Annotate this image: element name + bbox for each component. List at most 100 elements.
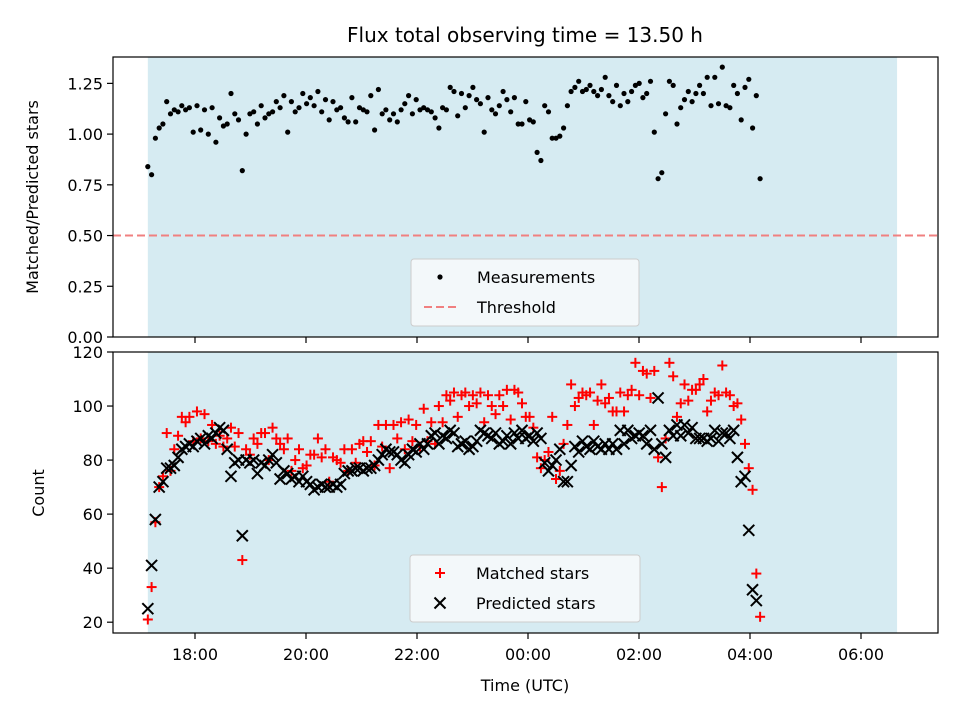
measurement-point xyxy=(583,86,589,93)
y-tick-label: 1.25 xyxy=(67,74,103,93)
predicted-point xyxy=(538,456,551,469)
matched-point xyxy=(634,390,645,401)
predicted-point xyxy=(606,437,619,451)
matched-point xyxy=(562,419,573,430)
predicted-point xyxy=(466,440,480,453)
matched-point xyxy=(407,436,418,447)
matched-point xyxy=(464,401,475,412)
measurement-point xyxy=(338,105,344,111)
legend-bottom: Matched stars Predicted stars xyxy=(409,554,641,623)
measurement-point xyxy=(224,121,230,127)
predicted-point xyxy=(372,453,385,467)
predicted-point xyxy=(168,459,181,472)
measurement-point xyxy=(364,109,370,115)
measurement-point xyxy=(356,105,363,111)
measurement-point xyxy=(704,74,710,80)
measurement-point xyxy=(651,129,657,135)
matched-point xyxy=(411,419,422,430)
matched-point xyxy=(596,379,607,390)
measurement-point xyxy=(678,105,684,111)
matched-point xyxy=(471,398,482,409)
predicted-point xyxy=(236,529,249,542)
measurement-point xyxy=(285,129,291,135)
predicted-point xyxy=(209,426,223,440)
y-tick-label: 60 xyxy=(83,505,103,524)
measurement-point xyxy=(511,95,517,101)
predicted-point xyxy=(663,424,676,437)
predicted-point xyxy=(409,445,423,459)
predicted-point xyxy=(738,470,752,483)
matched-point xyxy=(490,409,501,420)
measurement-point xyxy=(421,105,427,111)
measurement-point xyxy=(561,125,567,131)
measurement-point xyxy=(353,119,359,125)
legend-label-measurements: Measurements xyxy=(477,268,595,287)
matched-point xyxy=(346,444,357,455)
measurement-point xyxy=(587,82,593,88)
matched-point xyxy=(290,455,301,466)
matched-point xyxy=(237,555,248,566)
x-tick-label: 04:00 xyxy=(727,645,773,664)
predicted-point xyxy=(152,480,166,494)
measurement-point xyxy=(564,103,571,109)
measurement-point xyxy=(591,88,597,95)
matched-point xyxy=(146,582,157,593)
predicted-point xyxy=(421,437,434,451)
measurement-point xyxy=(719,64,725,70)
matched-point xyxy=(233,428,244,439)
measurement-point xyxy=(519,121,525,127)
predicted-point xyxy=(417,443,430,456)
matched-point xyxy=(543,446,554,457)
measurement-point xyxy=(167,111,174,117)
matched-point xyxy=(437,417,448,428)
predicted-point xyxy=(160,461,173,475)
measurement-point xyxy=(402,101,408,107)
matched-point xyxy=(641,368,652,379)
predicted-point xyxy=(349,461,362,475)
predicted-point xyxy=(735,475,748,488)
matched-point xyxy=(690,384,701,395)
measurement-point xyxy=(443,107,449,113)
predicted-point xyxy=(655,437,669,451)
measurement-point xyxy=(160,121,166,127)
measurement-point xyxy=(629,88,635,95)
measurement-point xyxy=(553,135,559,141)
measurement-point xyxy=(398,107,404,113)
matched-point xyxy=(513,387,524,398)
matched-point xyxy=(694,379,705,390)
measurement-point xyxy=(304,101,310,107)
predicted-point xyxy=(156,475,170,488)
predicted-point xyxy=(398,456,412,469)
measurement-point xyxy=(183,107,189,113)
measurement-point xyxy=(481,129,487,135)
predicted-point xyxy=(678,418,691,432)
matched-point xyxy=(569,401,580,412)
matched-point xyxy=(445,395,456,406)
measurement-point xyxy=(383,107,389,113)
measurement-point xyxy=(436,125,442,131)
predicted-point xyxy=(258,459,272,472)
predicted-point xyxy=(564,459,578,472)
matched-point xyxy=(498,401,509,412)
measurement-point xyxy=(311,103,317,109)
measurement-point xyxy=(300,90,306,97)
measurement-point xyxy=(712,74,718,80)
measurement-point xyxy=(164,99,170,105)
matched-point xyxy=(191,406,202,417)
measurement-point xyxy=(750,125,756,131)
measurement-point xyxy=(610,99,616,105)
ratio-panel: 0.00 0.25 0.50 0.75 1.00 1.25 Matched/Predict… xyxy=(23,56,939,347)
measurement-point xyxy=(734,90,741,97)
matched-point xyxy=(675,398,686,409)
axes-frame-bottom xyxy=(112,351,939,634)
predicted-point xyxy=(141,602,155,615)
measurement-point xyxy=(447,84,453,90)
measurement-point xyxy=(670,82,676,88)
x-axis-ticks-top xyxy=(194,337,862,343)
matched-point xyxy=(698,374,709,385)
count-panel: 20 40 60 80 100 120 18:00 20:00 22:00 00:00 02:00… xyxy=(29,343,939,695)
matched-point xyxy=(244,449,255,460)
measurement-point xyxy=(368,93,374,99)
matched-point xyxy=(467,390,478,401)
matched-point xyxy=(739,438,750,449)
